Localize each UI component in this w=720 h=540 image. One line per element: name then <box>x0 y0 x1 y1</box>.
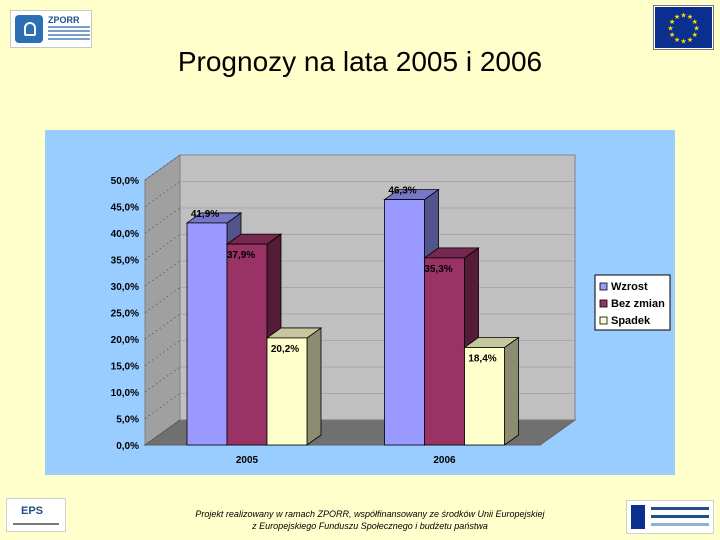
y-tick-label: 20,0% <box>111 335 139 346</box>
bar-side <box>504 336 519 446</box>
eu-star: ★ <box>669 18 675 26</box>
chart-side-wall <box>144 154 181 446</box>
eu-star: ★ <box>669 31 675 39</box>
eu-star: ★ <box>667 25 673 33</box>
chart-svg: 0,0% 5,0% 10,0% 15,0% 20,0% 25,0% 30,0% 35,0% 40… <box>45 130 675 475</box>
data-label: 41,9% <box>191 209 219 220</box>
bar-bez-zmian-2005 <box>226 243 268 446</box>
y-tick-label: 10,0% <box>111 388 139 399</box>
eu-star: ★ <box>680 12 686 20</box>
eu-flag-icon: ★ ★ ★ ★ ★ ★ ★ ★ ★ ★ ★ ★ <box>654 6 713 49</box>
eu-star: ★ <box>687 36 693 44</box>
y-tick-label: 45,0% <box>111 203 139 214</box>
zporr-emblem-icon <box>15 15 43 43</box>
eu-star: ★ <box>692 31 698 39</box>
slide-title: Prognozy na lata 2005 i 2006 <box>177 46 543 77</box>
y-tick-label: 0,0% <box>116 441 139 452</box>
bar-side <box>306 327 322 446</box>
y-tick-label: 25,0% <box>111 309 139 320</box>
legend-box <box>594 274 671 331</box>
legend-swatch <box>599 282 608 291</box>
footer-text: Projekt realizowany w ramach ZPORR, wspó… <box>150 508 590 532</box>
bar-wzrost-2006 <box>384 199 425 446</box>
legend-swatch <box>599 316 608 325</box>
y-tick-label: 35,0% <box>111 256 139 267</box>
legend-swatch <box>599 299 608 308</box>
eps-logo-text: EPS <box>21 505 44 517</box>
legend-label: Wzrost <box>611 281 648 293</box>
eu-star: ★ <box>687 13 693 21</box>
bar-bez-zmian-2006 <box>424 257 465 446</box>
eu-star: ★ <box>674 13 680 21</box>
eu-star: ★ <box>692 18 698 26</box>
y-tick-label: 15,0% <box>111 362 139 373</box>
eps-logo: EPS <box>6 498 66 532</box>
efs-flag-icon <box>631 505 645 529</box>
efs-logo <box>626 500 714 534</box>
y-tick-label: 5,0% <box>116 415 139 426</box>
legend-label: Bez zmian <box>611 298 665 310</box>
data-label: 18,4% <box>468 353 496 364</box>
footer-line-1: Projekt realizowany w ramach ZPORR, wspó… <box>195 509 545 519</box>
x-tick-label: 2005 <box>236 455 259 466</box>
data-label: 37,9% <box>227 250 255 261</box>
bar-wzrost-2005 <box>186 222 228 446</box>
bar-chart: 0,0% 5,0% 10,0% 15,0% 20,0% 25,0% 30,0% 35,0% 40… <box>45 130 675 475</box>
y-tick-label: 50,0% <box>111 176 139 187</box>
data-label: 35,3% <box>424 264 452 275</box>
eu-star: ★ <box>680 38 686 46</box>
y-tick-label: 40,0% <box>111 229 139 240</box>
legend-label: Spadek <box>611 315 651 327</box>
zporr-logo-text: ZPORR <box>48 15 80 25</box>
data-label: 46,3% <box>388 186 416 197</box>
zporr-logo: ZPORR <box>10 10 92 48</box>
y-tick-label: 30,0% <box>111 282 139 293</box>
eu-star: ★ <box>674 36 680 44</box>
data-label: 20,2% <box>271 344 299 355</box>
x-tick-label: 2006 <box>433 455 456 466</box>
bar-spadek-2005 <box>266 337 308 446</box>
eu-star: ★ <box>693 25 699 33</box>
footer-line-2: z Europejskiego Funduszu Społecznego i b… <box>252 521 488 531</box>
bar-spadek-2006 <box>464 347 505 446</box>
